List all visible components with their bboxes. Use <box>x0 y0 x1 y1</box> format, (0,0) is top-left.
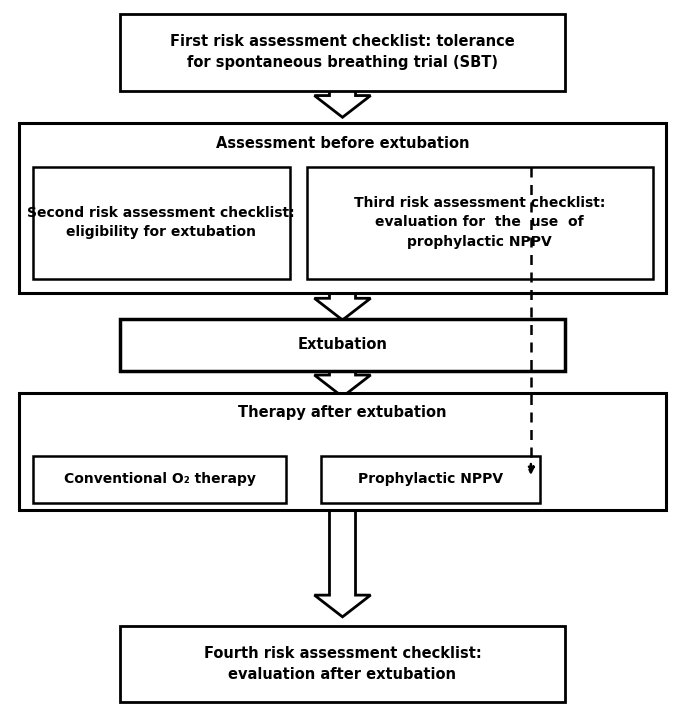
Text: Therapy after extubation: Therapy after extubation <box>238 405 447 420</box>
FancyBboxPatch shape <box>120 14 565 90</box>
Text: Conventional O₂ therapy: Conventional O₂ therapy <box>64 472 256 487</box>
Polygon shape <box>314 293 371 320</box>
Text: Second risk assessment checklist:
eligibility for extubation: Second risk assessment checklist: eligib… <box>27 206 295 239</box>
Polygon shape <box>314 90 371 117</box>
FancyBboxPatch shape <box>321 456 540 503</box>
Text: Extubation: Extubation <box>297 337 388 352</box>
FancyBboxPatch shape <box>33 456 286 503</box>
Text: Fourth risk assessment checklist:
evaluation after extubation: Fourth risk assessment checklist: evalua… <box>203 646 482 682</box>
Polygon shape <box>314 371 371 397</box>
FancyBboxPatch shape <box>19 393 666 510</box>
Text: Third risk assessment checklist:
evaluation for  the  use  of
prophylactic NPPV: Third risk assessment checklist: evaluat… <box>354 195 605 249</box>
FancyBboxPatch shape <box>19 123 666 293</box>
Text: Assessment before extubation: Assessment before extubation <box>216 136 469 151</box>
FancyBboxPatch shape <box>33 167 290 279</box>
FancyBboxPatch shape <box>307 167 653 279</box>
FancyBboxPatch shape <box>120 319 565 371</box>
Text: Prophylactic NPPV: Prophylactic NPPV <box>358 472 503 487</box>
Text: First risk assessment checklist: tolerance
for spontaneous breathing trial (SBT): First risk assessment checklist: toleran… <box>170 35 515 70</box>
Polygon shape <box>314 510 371 617</box>
FancyBboxPatch shape <box>120 626 565 702</box>
